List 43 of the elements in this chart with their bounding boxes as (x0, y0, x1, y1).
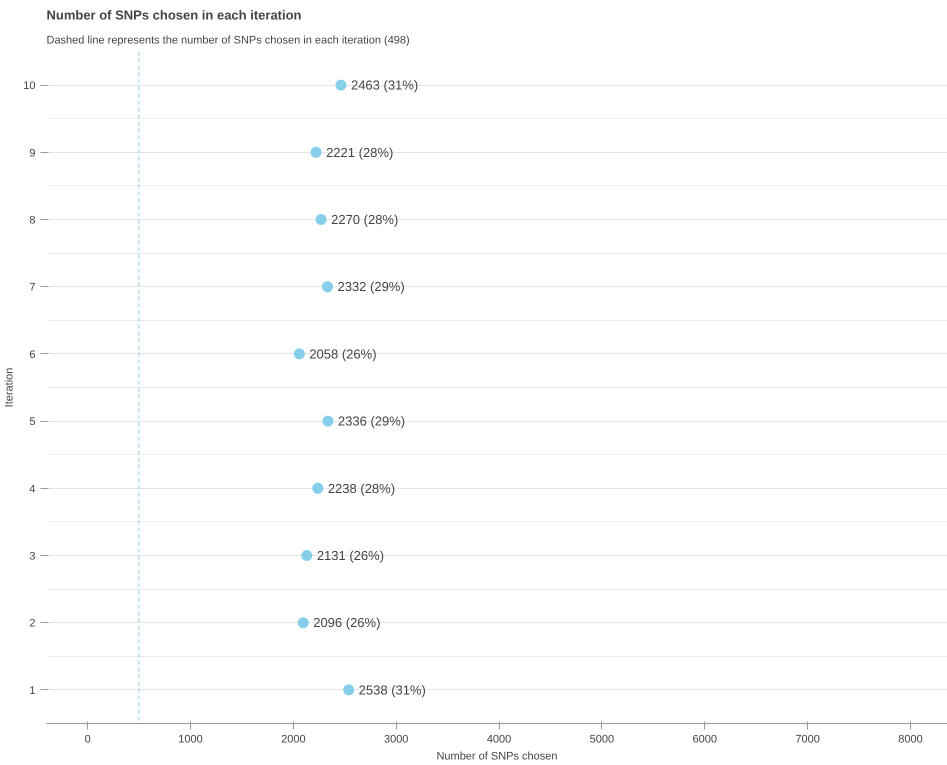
data-label: 2238 (28%) (328, 480, 396, 496)
x-tick-label: 2000 (281, 734, 306, 746)
x-tick-label: 3000 (384, 734, 408, 746)
x-tick-label: 1000 (178, 734, 203, 746)
point (335, 80, 346, 91)
data-label: 2538 (31%) (358, 682, 426, 698)
y-axis-title: Iteration (3, 368, 16, 408)
y-tick-label: 1 (29, 684, 36, 697)
data-label: 2463 (31%) (350, 78, 418, 93)
point (294, 348, 305, 360)
x-tick-label: 0 (84, 734, 91, 746)
point (322, 416, 334, 427)
point (322, 281, 333, 292)
y-tick-label: 9 (29, 147, 36, 160)
chart-title: Number of SNPs chosen in each iteration (46, 8, 302, 22)
data-label: 2336 (29%) (338, 414, 406, 429)
point (301, 550, 312, 561)
point (298, 617, 309, 628)
data-label: 2270 (28%) (331, 212, 398, 227)
data-label: 2221 (28%) (326, 144, 394, 160)
y-tick-label: 2 (29, 618, 36, 630)
y-tick-label: 10 (23, 80, 36, 92)
y-tick-label: 7 (29, 282, 36, 294)
data-label: 2131 (26%) (316, 548, 384, 563)
y-tick-label: 6 (29, 348, 36, 361)
point (343, 684, 354, 696)
y-tick-label: 4 (29, 483, 36, 496)
chart-subtitle: Dashed line represents the number of SNPs chosen in each iteration (498) (46, 34, 410, 46)
data-label: 2332 (29%) (337, 279, 405, 294)
data-label: 2096 (26%) (313, 615, 380, 630)
y-tick-label: 5 (29, 416, 36, 428)
y-tick-label: 3 (29, 550, 36, 562)
y-tick-label: 8 (29, 214, 36, 226)
x-tick-label: 6000 (692, 734, 718, 746)
x-tick-label: 8000 (898, 734, 923, 746)
x-tick-label: 7000 (795, 734, 820, 746)
point (316, 214, 327, 225)
data-label: 2058 (26%) (309, 346, 377, 362)
point (312, 482, 324, 494)
x-tick-label: 5000 (590, 734, 614, 746)
x-tick-label: 4000 (486, 734, 512, 746)
x-axis-title: Number of SNPs chosen (436, 750, 558, 762)
point (310, 146, 322, 158)
